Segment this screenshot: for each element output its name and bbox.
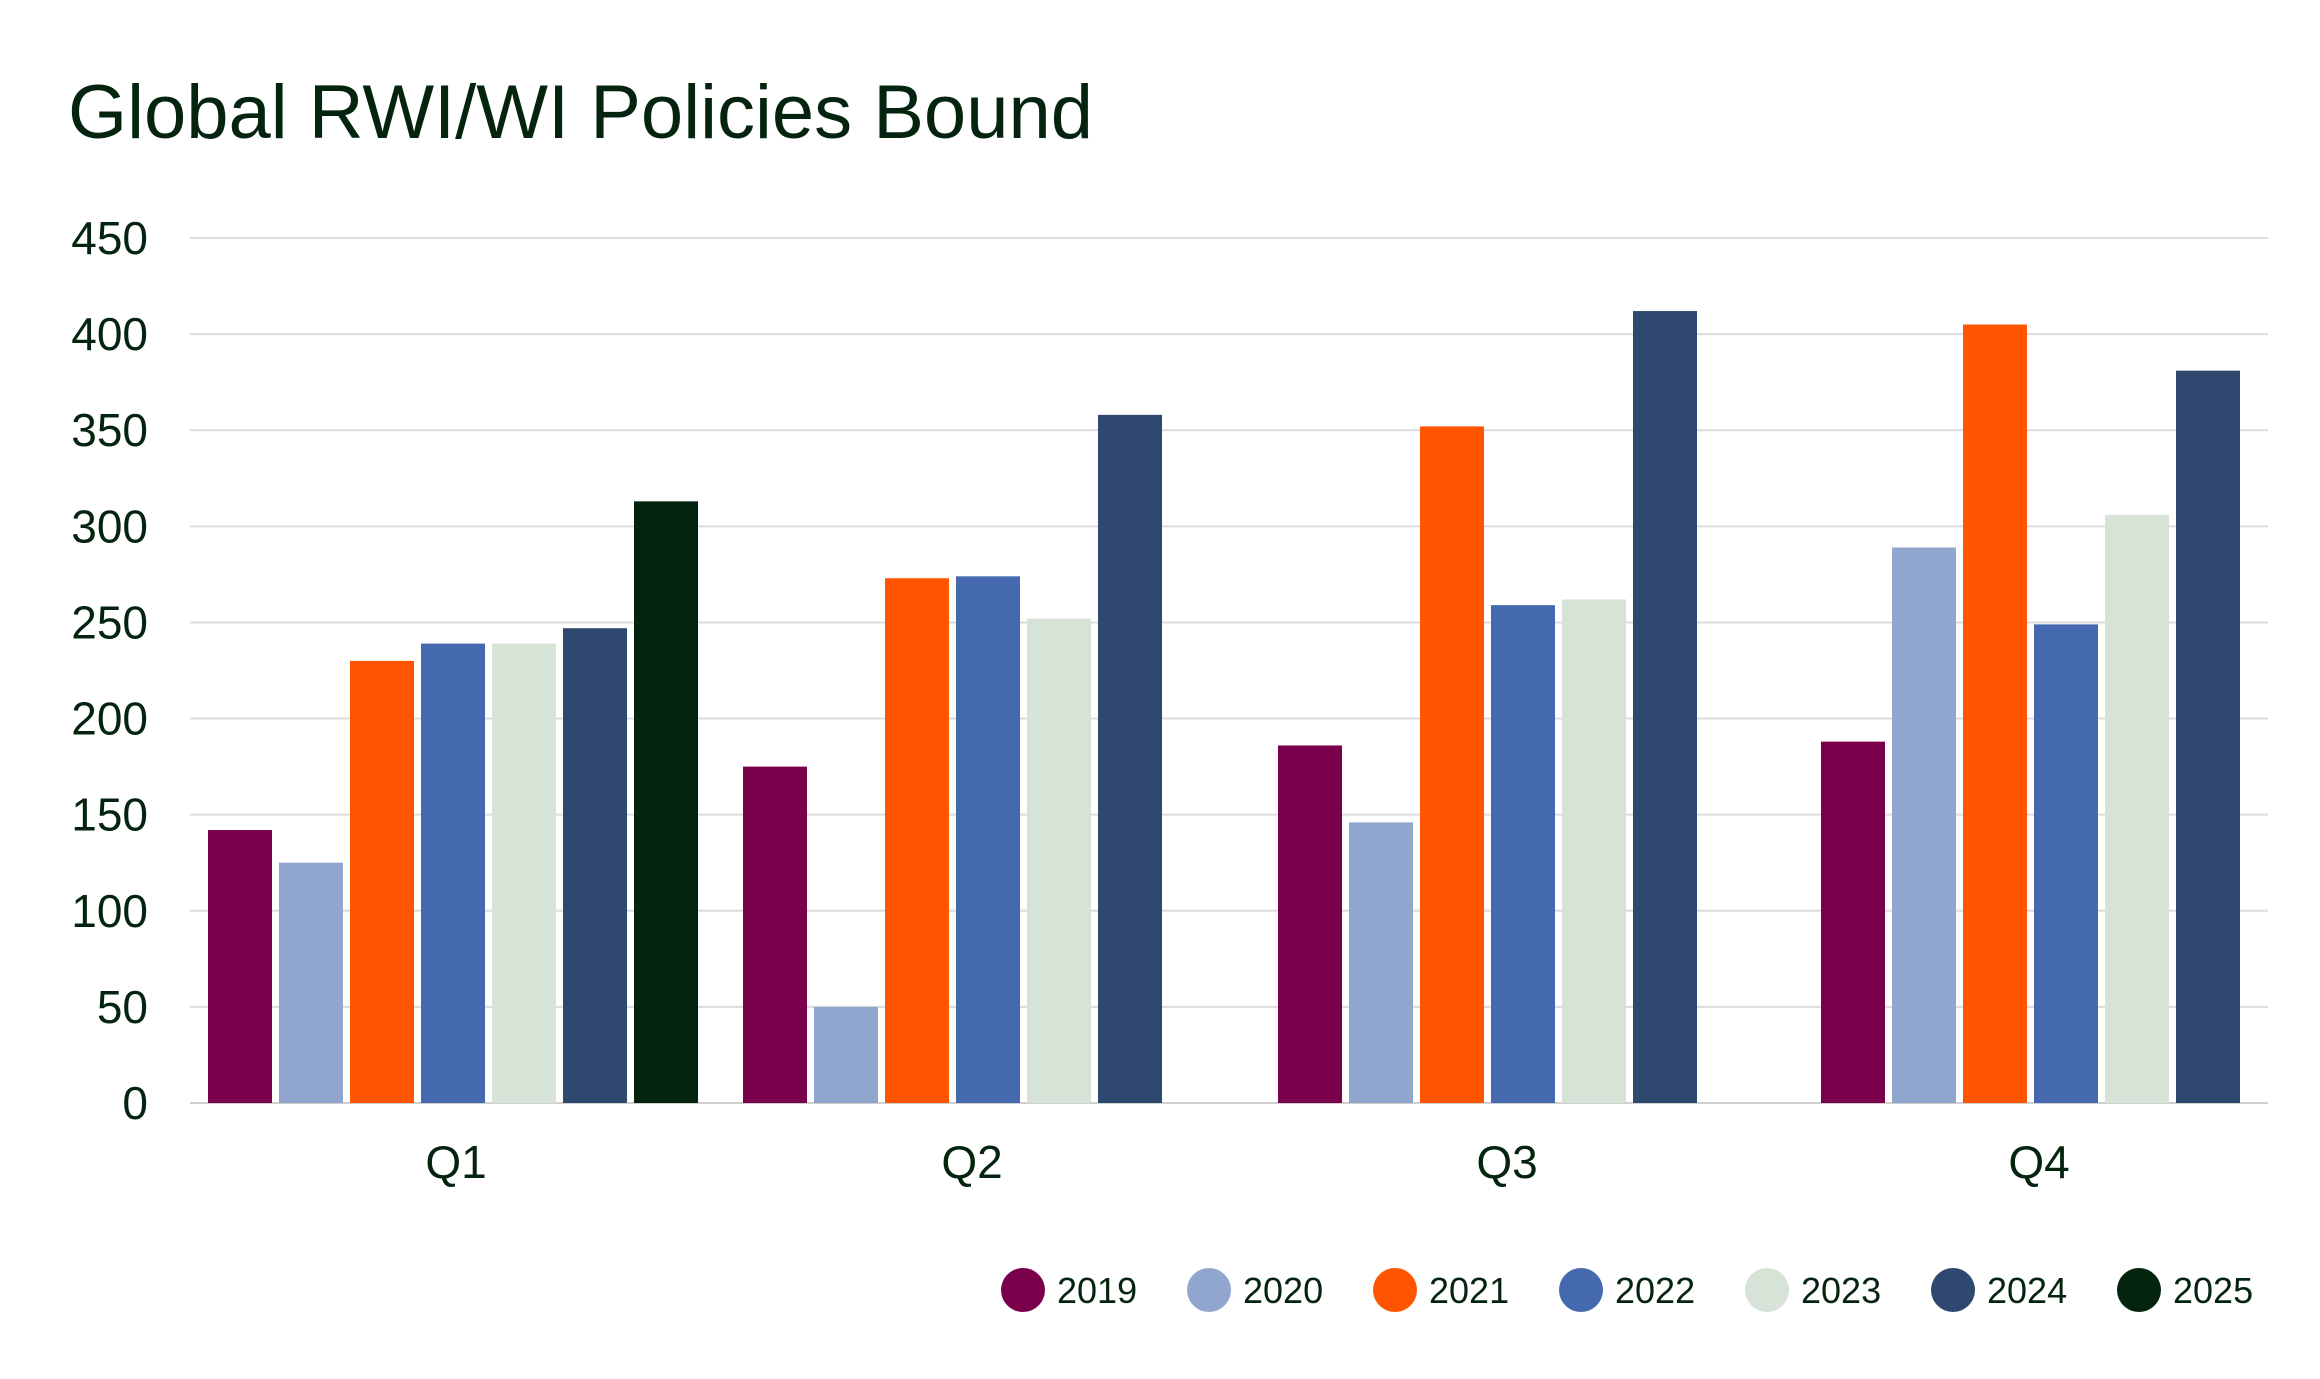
bar-2021-Q1	[350, 660, 414, 1103]
bar-2021-Q3	[1420, 426, 1484, 1103]
y-tick-label: 0	[122, 1077, 148, 1129]
bar-2023-Q4	[2105, 514, 2169, 1103]
legend-label: 2021	[1429, 1270, 1509, 1311]
legend-item-2024: 2024	[1931, 1268, 2067, 1312]
bar-2024-Q2	[1098, 414, 1162, 1103]
y-tick-label: 250	[71, 596, 148, 648]
y-tick-label: 150	[71, 789, 148, 841]
chart-title: Global RWI/WI Policies Bound	[68, 70, 1093, 155]
legend-item-2025: 2025	[2117, 1268, 2253, 1312]
bar-2021-Q4	[1963, 324, 2027, 1103]
bar-2019-Q2	[743, 766, 807, 1103]
legend-item-2020: 2020	[1187, 1268, 1323, 1312]
x-category-label: Q3	[1476, 1136, 1537, 1188]
bar-2024-Q1	[563, 628, 627, 1103]
legend-swatch	[1187, 1268, 1231, 1312]
legend-swatch	[1931, 1268, 1975, 1312]
bar-2022-Q3	[1491, 605, 1555, 1103]
bar-2020-Q3	[1349, 822, 1413, 1103]
bar-2022-Q2	[956, 576, 1020, 1103]
bar-2020-Q4	[1892, 547, 1956, 1103]
y-tick-label: 300	[71, 500, 148, 552]
bar-2023-Q2	[1027, 618, 1091, 1103]
bars	[208, 311, 2240, 1104]
y-tick-label: 200	[71, 693, 148, 745]
bar-2021-Q2	[885, 578, 949, 1103]
bar-2020-Q1	[279, 862, 343, 1103]
legend-item-2021: 2021	[1373, 1268, 1509, 1312]
bar-2024-Q3	[1633, 311, 1697, 1103]
y-tick-label: 400	[71, 308, 148, 360]
bar-2019-Q4	[1821, 741, 1885, 1103]
legend-label: 2025	[2173, 1270, 2253, 1311]
bar-2019-Q1	[208, 830, 272, 1103]
legend-item-2023: 2023	[1745, 1268, 1881, 1312]
legend: 2019 2020 2021 2022 2023 2024 2025	[1001, 1268, 2253, 1312]
bar-2023-Q3	[1562, 599, 1626, 1103]
legend-label: 2024	[1987, 1270, 2067, 1311]
legend-label: 2022	[1615, 1270, 1695, 1311]
x-category-label: Q4	[2008, 1136, 2069, 1188]
legend-swatch	[1373, 1268, 1417, 1312]
x-category-label: Q1	[425, 1136, 486, 1188]
legend-item-2022: 2022	[1559, 1268, 1695, 1312]
legend-item-2019: 2019	[1001, 1268, 1137, 1312]
y-tick-label: 450	[71, 212, 148, 264]
bar-2025-Q1	[634, 501, 698, 1103]
x-category-label: Q2	[941, 1136, 1002, 1188]
bar-2023-Q1	[492, 643, 556, 1103]
bar-2020-Q2	[814, 1006, 878, 1103]
legend-swatch	[1001, 1268, 1045, 1312]
legend-label: 2023	[1801, 1270, 1881, 1311]
x-axis: Q1 Q2 Q3 Q4	[425, 1136, 2069, 1188]
legend-swatch	[2117, 1268, 2161, 1312]
bar-2022-Q4	[2034, 624, 2098, 1103]
y-tick-label: 50	[97, 981, 148, 1033]
legend-label: 2020	[1243, 1270, 1323, 1311]
bar-2019-Q3	[1278, 745, 1342, 1103]
bar-2022-Q1	[421, 643, 485, 1103]
y-axis: 0 50 100 150 200 250 300 350 400 450	[71, 212, 148, 1129]
legend-label: 2019	[1057, 1270, 1137, 1311]
bar-2024-Q4	[2176, 370, 2240, 1104]
legend-swatch	[1745, 1268, 1789, 1312]
legend-swatch	[1559, 1268, 1603, 1312]
y-tick-label: 100	[71, 885, 148, 937]
y-tick-label: 350	[71, 404, 148, 456]
